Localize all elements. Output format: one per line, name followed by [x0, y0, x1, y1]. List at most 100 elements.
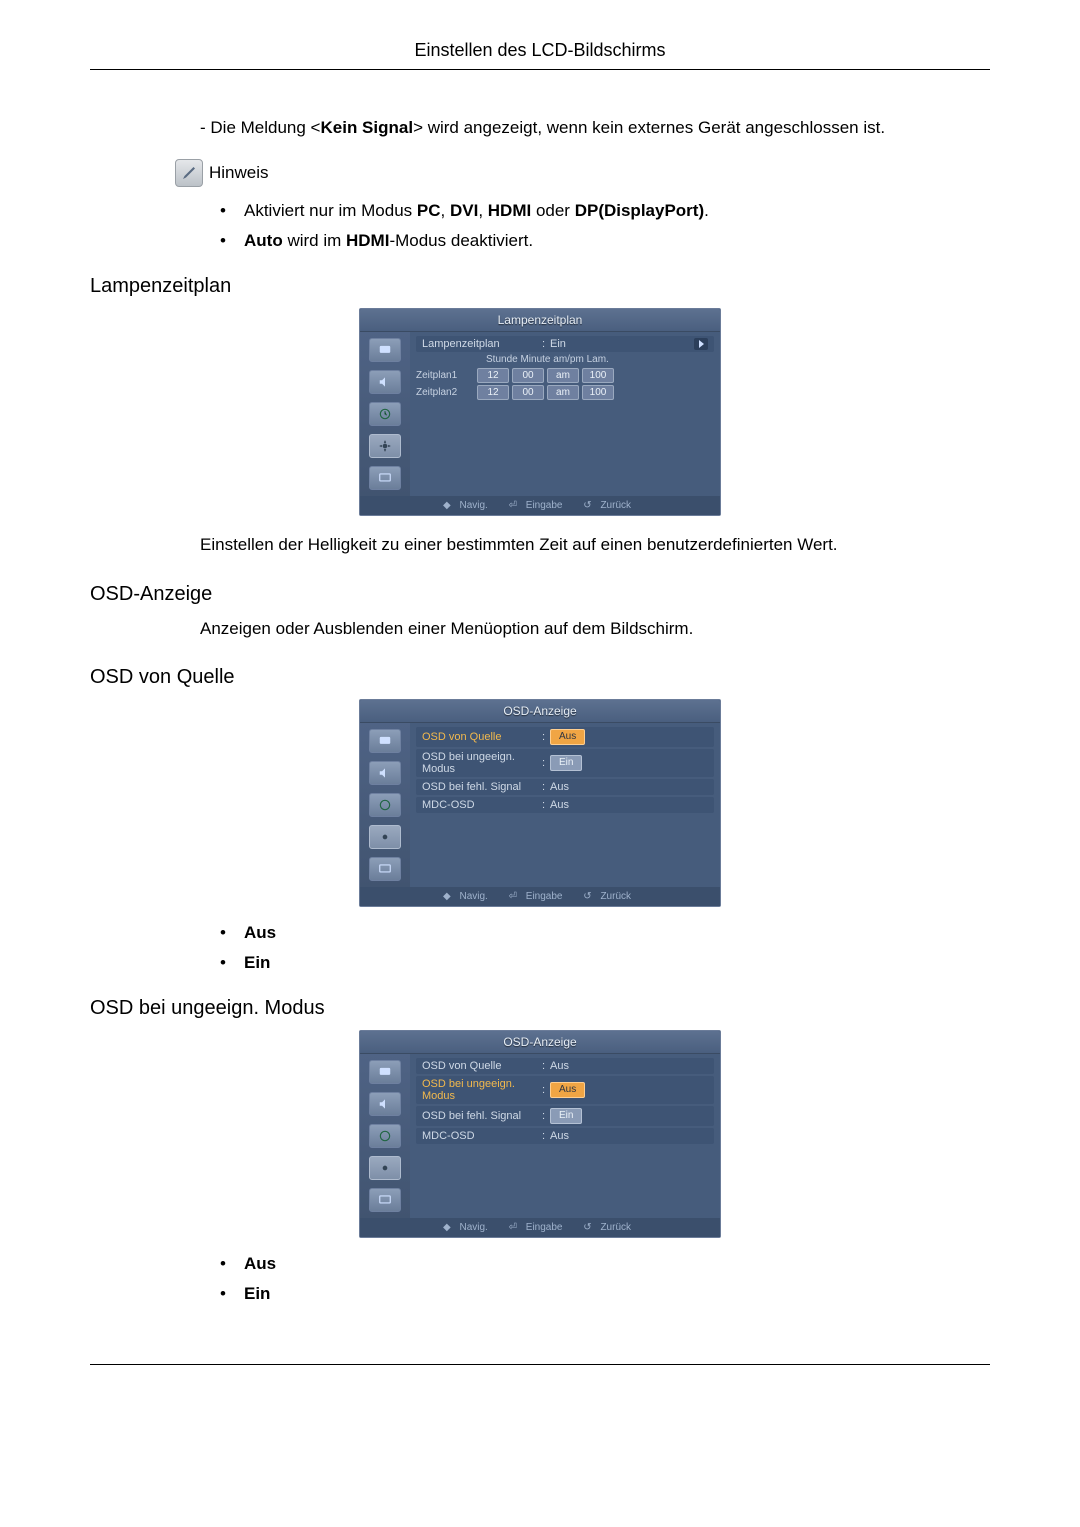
tab-sound-icon[interactable]	[369, 1092, 401, 1116]
osd-panel-lampenzeitplan: Lampenzeitplan Lampenzeitplan : Ein	[359, 308, 721, 516]
txt: ,	[478, 201, 487, 220]
section-heading-osd-anzeige: OSD-Anzeige	[90, 583, 990, 606]
osd-row[interactable]: OSD von Quelle:Aus	[416, 727, 714, 747]
colon: :	[542, 338, 550, 350]
schedule-label: Zeitplan1	[416, 370, 474, 381]
tab-setup-icon[interactable]	[369, 434, 401, 458]
option-item: Aus	[220, 923, 990, 943]
tab-picture-icon[interactable]	[369, 338, 401, 362]
osd-row-label: MDC-OSD	[422, 1130, 542, 1142]
cell-ampm[interactable]: am	[547, 368, 579, 383]
txt: DP(DisplayPort)	[575, 201, 704, 220]
txt: HDMI	[346, 231, 389, 250]
intro-suffix: > wird angezeigt, wenn kein externes Ger…	[413, 118, 885, 137]
schedule-row[interactable]: Zeitplan21200am100	[416, 384, 714, 401]
schedule-row[interactable]: Zeitplan11200am100	[416, 367, 714, 384]
footer-nav: ◆ Navig.	[443, 1222, 494, 1233]
osd-row[interactable]: Lampenzeitplan : Ein	[416, 336, 714, 352]
osd-panel-quelle: OSD-Anzeige OSD von Quelle:AusOSD bei un…	[359, 699, 721, 907]
osd-row[interactable]: OSD bei fehl. Signal:Aus	[416, 779, 714, 795]
osd-row[interactable]: OSD bei fehl. Signal:Ein	[416, 1106, 714, 1126]
osd-title: OSD-Anzeige	[360, 1031, 720, 1054]
osd-value-selected: Aus	[550, 729, 585, 745]
osd-tab-bar	[360, 1054, 410, 1218]
osd-row[interactable]: OSD bei ungeeign. Modus:Aus	[416, 1076, 714, 1104]
bullet-item: Aktiviert nur im Modus PC, DVI, HDMI ode…	[220, 201, 990, 221]
note-icon	[175, 159, 203, 187]
lampen-description: Einstellen der Helligkeit zu einer besti…	[200, 532, 990, 558]
tab-multi-icon[interactable]	[369, 1188, 401, 1212]
section-heading-osd-quelle: OSD von Quelle	[90, 666, 990, 689]
osd-row-label: OSD von Quelle	[422, 1060, 542, 1072]
section-heading-lampenzeitplan: Lampenzeitplan	[90, 275, 990, 298]
tab-clock-icon[interactable]	[369, 793, 401, 817]
osd-footer: ◆ Navig. ⏎ Eingabe ↺ Zurück	[360, 1218, 720, 1237]
options-list-quelle: Aus Ein	[220, 923, 990, 973]
txt: DVI	[450, 201, 478, 220]
osd-title: Lampenzeitplan	[360, 309, 720, 332]
tab-picture-icon[interactable]	[369, 1060, 401, 1084]
osd-row[interactable]: OSD bei ungeeign. Modus:Ein	[416, 749, 714, 777]
option-item: Aus	[220, 1254, 990, 1274]
txt: PC	[417, 201, 441, 220]
colon: :	[542, 757, 550, 769]
hinweis-bullets: Aktiviert nur im Modus PC, DVI, HDMI ode…	[220, 201, 990, 251]
tab-sound-icon[interactable]	[369, 761, 401, 785]
footer-enter: ⏎ Eingabe	[509, 891, 569, 902]
osd-value-pill: Ein	[550, 1108, 582, 1124]
tab-sound-icon[interactable]	[369, 370, 401, 394]
osd-row[interactable]: MDC-OSD:Aus	[416, 797, 714, 813]
cell-hour[interactable]: 12	[477, 368, 509, 383]
tab-setup-icon[interactable]	[369, 1156, 401, 1180]
osd-row[interactable]: OSD von Quelle:Aus	[416, 1058, 714, 1074]
osd-value: Aus	[550, 799, 569, 811]
tab-multi-icon[interactable]	[369, 466, 401, 490]
cell-hour[interactable]: 12	[477, 385, 509, 400]
footer-enter: ⏎ Eingabe	[509, 500, 569, 511]
osd-footer: ◆ Navig. ⏎ Eingabe ↺ Zurück	[360, 496, 720, 515]
osd-row[interactable]: MDC-OSD:Aus	[416, 1128, 714, 1144]
txt: ,	[441, 201, 450, 220]
colon: :	[542, 781, 550, 793]
txt: oder	[531, 201, 574, 220]
osd-row-label: OSD bei fehl. Signal	[422, 1110, 542, 1122]
osd-title: OSD-Anzeige	[360, 700, 720, 723]
tab-picture-icon[interactable]	[369, 729, 401, 753]
tab-clock-icon[interactable]	[369, 1124, 401, 1148]
footer-back: ↺ Zurück	[583, 1222, 637, 1233]
colon: :	[542, 799, 550, 811]
bottom-rule	[90, 1364, 990, 1365]
osd-value-pill: Ein	[550, 755, 582, 771]
colon: :	[542, 1060, 550, 1072]
osd-value: Aus	[550, 1060, 569, 1072]
cell-lamp[interactable]: 100	[582, 368, 614, 383]
osd-footer: ◆ Navig. ⏎ Eingabe ↺ Zurück	[360, 887, 720, 906]
footer-back: ↺ Zurück	[583, 500, 637, 511]
cell-lamp[interactable]: 100	[582, 385, 614, 400]
tab-multi-icon[interactable]	[369, 857, 401, 881]
options-list-modus: Aus Ein	[220, 1254, 990, 1304]
colon: :	[542, 1084, 550, 1096]
page-header-title: Einstellen des LCD-Bildschirms	[90, 40, 990, 70]
section-heading-osd-modus: OSD bei ungeeign. Modus	[90, 997, 990, 1020]
txt: HDMI	[488, 201, 531, 220]
option-label: Aus	[244, 923, 276, 942]
option-item: Ein	[220, 1284, 990, 1304]
tab-setup-icon[interactable]	[369, 825, 401, 849]
osd-row-label: OSD von Quelle	[422, 731, 542, 743]
osd-row-label: OSD bei fehl. Signal	[422, 781, 542, 793]
cell-ampm[interactable]: am	[547, 385, 579, 400]
colon: :	[542, 1110, 550, 1122]
arrow-right-icon[interactable]	[694, 338, 708, 350]
footer-enter: ⏎ Eingabe	[509, 1222, 569, 1233]
option-label: Ein	[244, 953, 270, 972]
cell-minute[interactable]: 00	[512, 385, 544, 400]
osd-row-label: OSD bei ungeeign. Modus	[422, 751, 542, 775]
cell-minute[interactable]: 00	[512, 368, 544, 383]
colon: :	[542, 731, 550, 743]
osd-row-label: MDC-OSD	[422, 799, 542, 811]
footer-nav: ◆ Navig.	[443, 891, 494, 902]
osd-tab-bar	[360, 723, 410, 887]
osd-value-selected: Aus	[550, 1082, 585, 1098]
tab-clock-icon[interactable]	[369, 402, 401, 426]
